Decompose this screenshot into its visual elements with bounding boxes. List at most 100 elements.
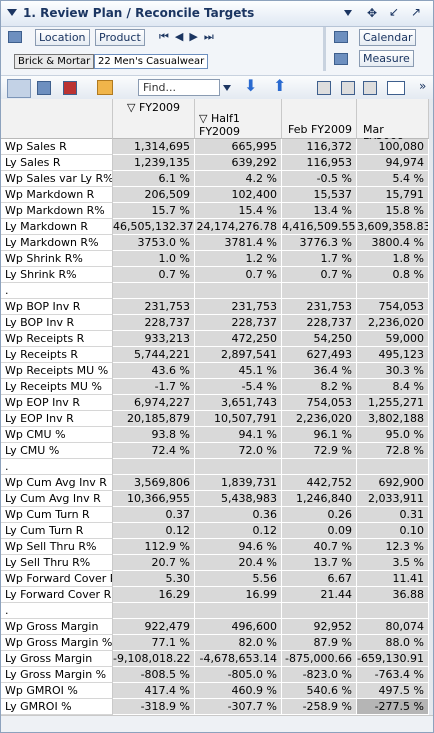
more-icon[interactable]: » [419, 79, 427, 93]
row-label: Ly BOP Inv R [1, 315, 113, 331]
data-cell: 94.6 % [195, 539, 282, 555]
data-cell: -0.5 % [282, 171, 357, 187]
empty-cell [282, 603, 357, 619]
row-label: Ly Sell Thru R% [1, 555, 113, 571]
row-label: Wp GMROI % [1, 683, 113, 699]
data-cell: 3781.4 % [195, 235, 282, 251]
move-icon[interactable]: ✥ [367, 6, 378, 20]
data-cell: 231,753 [195, 299, 282, 315]
row-label: Wp Sales var Ly R% [1, 171, 113, 187]
data-cell: 0.7 % [195, 267, 282, 283]
data-cell: 0.12 [195, 523, 282, 539]
minimize-icon[interactable]: ↙ [389, 5, 400, 19]
table-view-icon[interactable] [7, 79, 31, 98]
data-cell: -875,000.66 [282, 651, 357, 667]
row-label: Wp Cum Turn R [1, 507, 113, 523]
area-chart-icon[interactable] [97, 80, 113, 95]
data-cell: 1,839,731 [195, 475, 282, 491]
tool-icon[interactable] [363, 81, 377, 95]
row-label: Wp Gross Margin [1, 619, 113, 635]
data-cell: 1,246,840 [282, 491, 357, 507]
data-cell: 3,802,188 [357, 411, 429, 427]
data-cell: 46,505,132.37 [113, 219, 195, 235]
data-cell: 3800.4 % [357, 235, 429, 251]
row-label: Ly Markdown R% [1, 235, 113, 251]
data-cell: 228,737 [195, 315, 282, 331]
chart-icon[interactable] [37, 81, 51, 95]
measure-button[interactable]: Measure [359, 50, 414, 67]
data-cell: 15,791 [357, 187, 429, 203]
measure-icon[interactable] [334, 53, 348, 65]
data-cell: 94.1 % [195, 427, 282, 443]
find-box[interactable]: Find... [138, 79, 220, 96]
tool-icon[interactable] [341, 81, 355, 95]
data-cell: 36.4 % [282, 363, 357, 379]
data-cell: 11.41 [357, 571, 429, 587]
row-label: Wp Cum Avg Inv R [1, 475, 113, 491]
column-header[interactable]: Feb FY2009 [282, 99, 357, 139]
data-cell: 754,053 [282, 395, 357, 411]
collapse-icon[interactable] [7, 9, 17, 16]
row-label: Wp EOP Inv R [1, 395, 113, 411]
row-label: Ly GMROI % [1, 699, 113, 715]
data-cell: 15,537 [282, 187, 357, 203]
data-cell: 0.36 [195, 507, 282, 523]
data-cell: 0.26 [282, 507, 357, 523]
find-dropdown[interactable] [223, 85, 231, 91]
horizontal-scrollbar[interactable] [1, 715, 433, 732]
empty-cell [113, 283, 195, 299]
column-header[interactable]: ▽ FY2009 [113, 99, 195, 139]
data-cell: 4.2 % [195, 171, 282, 187]
find-prev[interactable]: ⬆ [273, 76, 287, 95]
data-cell: 8.4 % [357, 379, 429, 395]
data-cell: 20.7 % [113, 555, 195, 571]
tool-icon[interactable] [317, 81, 331, 95]
data-cell: 82.0 % [195, 635, 282, 651]
product-button[interactable]: Product [95, 29, 145, 46]
menu-icon[interactable] [344, 10, 352, 16]
row-label: Ly Gross Margin % [1, 667, 113, 683]
row-label: Ly Shrink R% [1, 267, 113, 283]
maximize-icon[interactable]: ↗ [411, 5, 422, 19]
data-cell: 627,493 [282, 347, 357, 363]
row-label: Ly Forward Cover R [1, 587, 113, 603]
empty-cell [357, 283, 429, 299]
location-button[interactable]: Location [35, 29, 90, 46]
data-cell: 3.5 % [357, 555, 429, 571]
data-cell: -805.0 % [195, 667, 282, 683]
row-label: Wp Gross Margin % [1, 635, 113, 651]
column-header[interactable]: ▽ Half1 FY2009 [195, 99, 282, 139]
data-cell: 460.9 % [195, 683, 282, 699]
data-cell: 87.9 % [282, 635, 357, 651]
data-cell: 1.0 % [113, 251, 195, 267]
data-cell: -1.7 % [113, 379, 195, 395]
product-tag[interactable]: 22 Men's Casualwear [94, 54, 209, 69]
row-label: Ly Cum Avg Inv R [1, 491, 113, 507]
data-cell: 1.7 % [282, 251, 357, 267]
empty-cell [357, 459, 429, 475]
data-cell: 2,033,911 [357, 491, 429, 507]
row-label: Wp BOP Inv R [1, 299, 113, 315]
data-cell: 16.99 [195, 587, 282, 603]
nav-arrows[interactable]: ⏮◀▶⏭ [159, 30, 220, 43]
data-cell: 93.8 % [113, 427, 195, 443]
data-grid: Wp Sales R 1,314,695 665,995 116,372 100,080… [1, 139, 429, 715]
calendar-button[interactable]: Calendar [359, 29, 417, 46]
data-cell: 100,080 [357, 139, 429, 155]
vertical-scrollbar[interactable] [429, 99, 433, 715]
calendar-icon[interactable] [334, 31, 348, 43]
empty-cell [282, 459, 357, 475]
data-cell: 15.4 % [195, 203, 282, 219]
bar-chart-icon[interactable] [63, 81, 77, 95]
data-cell: 24,174,276.78 [195, 219, 282, 235]
grid-icon[interactable] [8, 31, 22, 43]
data-cell: 206,509 [113, 187, 195, 203]
data-cell: 30.3 % [357, 363, 429, 379]
data-cell: 0.7 % [113, 267, 195, 283]
tool-icon[interactable] [387, 81, 405, 95]
data-cell: 496,600 [195, 619, 282, 635]
column-header[interactable]: Mar FY2009 [357, 99, 429, 149]
find-next[interactable]: ⬇ [244, 76, 258, 95]
store-tag[interactable]: Brick & Mortar [14, 54, 95, 69]
data-cell: -307.7 % [195, 699, 282, 715]
